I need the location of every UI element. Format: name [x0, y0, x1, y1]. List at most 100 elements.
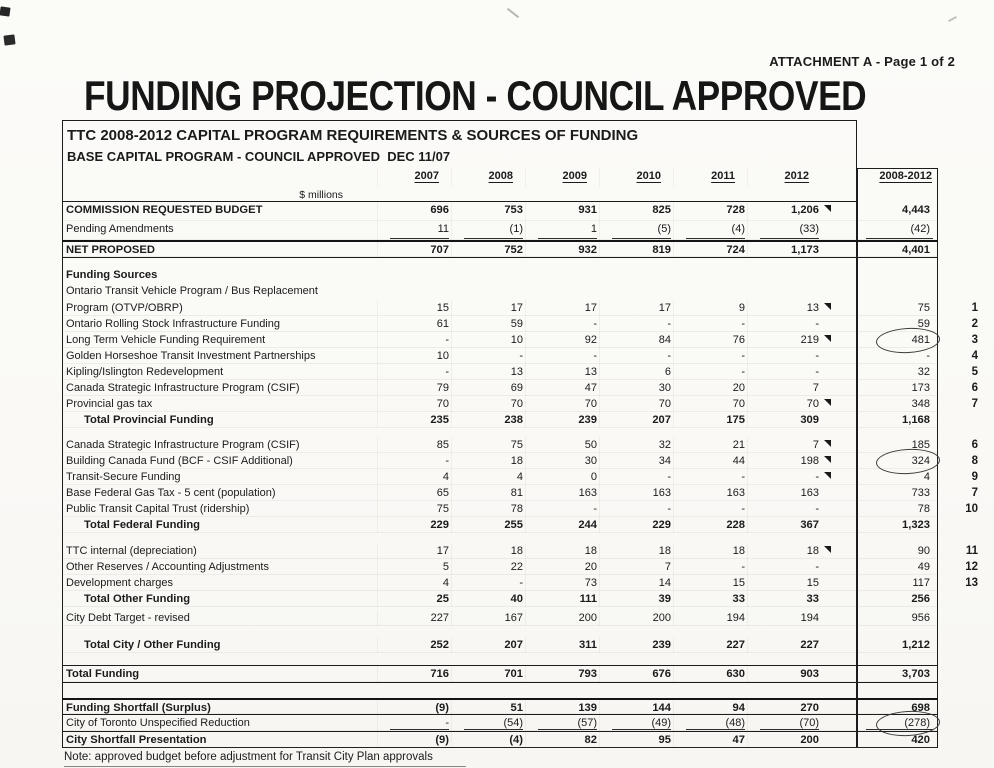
cell-total: 90: [917, 545, 930, 557]
table-row: Building Canada Fund (BCF - CSIF Additio…: [62, 447, 978, 476]
cell-2010: 819: [599, 242, 673, 257]
table-outer-border: [62, 120, 857, 748]
row-label: NET PROPOSED: [66, 244, 155, 256]
row-label: Development charges: [66, 577, 174, 589]
footnote-ref: 9: [971, 471, 978, 483]
row-label: Public Transit Capital Trust (ridership): [66, 503, 250, 515]
table-row: Ontario Transit Vehicle Program / Bus Re…: [62, 283, 938, 300]
cell-2012: (70): [747, 715, 821, 731]
cell-2012: 1,173: [747, 242, 821, 257]
row-label: Other Reserves / Accounting Adjustments: [66, 561, 269, 573]
cell-2010: 14: [599, 575, 673, 591]
row-label: Total City / Other Funding: [84, 639, 221, 651]
cell-2007: 229: [377, 517, 451, 533]
footnote-ref: 6: [971, 382, 978, 394]
cell-2008: 255: [451, 517, 525, 533]
table-row: City Shortfall Presentation (9) (4) 82 95 47 2…: [62, 731, 938, 748]
cell-2008: 70: [451, 396, 525, 412]
cell-2010: 7: [599, 559, 673, 575]
table-row: Kipling/Islington Redevelopment -13 13 6- -3…: [62, 364, 978, 380]
cell-2007: 227: [377, 610, 451, 626]
cell-2007: 65: [377, 485, 451, 501]
row-label: Canada Strategic Infrastructure Program …: [66, 382, 300, 394]
cell-2007: 70: [377, 396, 451, 412]
scan-artifact: [506, 7, 520, 19]
cell-2011: -: [673, 501, 747, 517]
cell-2009: 70: [525, 396, 599, 412]
units-label: $ millions: [299, 189, 343, 201]
table-row: NET PROPOSED 707 752 932 819 724 1,173 4,401: [62, 240, 938, 258]
column-gap: [821, 202, 857, 221]
cell-2011: -: [673, 316, 747, 332]
column-gap: [821, 348, 857, 364]
spacer-row: [62, 626, 938, 637]
cell-total: 117: [912, 577, 930, 589]
row-label: Canada Strategic Infrastructure Program …: [66, 439, 300, 451]
column-gap: [821, 364, 857, 380]
cell-2008: -: [451, 348, 525, 364]
table-row: Public Transit Capital Trust (ridership)…: [62, 501, 978, 517]
cell-2008: 701: [451, 666, 525, 682]
cell-2009: 17: [525, 300, 599, 316]
cell-2010: 70: [599, 396, 673, 412]
cell-2012: -: [747, 559, 821, 575]
cell-2007: 61: [377, 316, 451, 332]
row-label: Program (OTVP/OBRP): [66, 302, 183, 314]
cell-2008: 69: [451, 380, 525, 396]
cell-total: (278): [857, 709, 941, 738]
footnote-ref: 6: [971, 439, 978, 451]
cell-2010: (49): [599, 715, 673, 731]
table-row: Pending Amendments 11 (1) 1 (5) (4) (33) (42): [62, 221, 938, 240]
table-row: Total Federal Funding 229 255 244 229 228 367 1…: [62, 517, 938, 533]
row-label: Funding Sources: [66, 269, 158, 281]
cell-2007: 17: [377, 543, 451, 559]
cell-2007: 85: [377, 437, 451, 453]
table-row: Other Reserves / Accounting Adjustments 5…: [62, 559, 978, 575]
cell-2008: 17: [451, 300, 525, 316]
cell-2011: 724: [673, 242, 747, 257]
cell-2011: 70: [673, 396, 747, 412]
cell-2010: 676: [599, 666, 673, 682]
row-label: Pending Amendments: [66, 223, 174, 235]
column-gap: [821, 543, 857, 559]
cell-2008: (1): [451, 221, 525, 240]
comment-flag-icon: [824, 456, 831, 463]
table-row: Transit-Secure Funding 4 4 0- - -4 9: [62, 469, 978, 485]
year-header-2012: 2012: [747, 168, 821, 187]
cell-2012: 198: [747, 453, 821, 469]
cell-2010: 39: [599, 591, 673, 607]
column-gap: [821, 732, 857, 748]
cell-2008: (54): [451, 715, 525, 731]
cell-2007: 4: [377, 575, 451, 591]
cell-total: 3,703: [902, 668, 930, 680]
cell-2012: 7: [747, 437, 821, 453]
cell-2007: 75: [377, 501, 451, 517]
footnote-ref: 7: [971, 487, 978, 499]
cell-2012: 33: [747, 591, 821, 607]
cell-2010: -: [599, 469, 673, 485]
cell-2011: 20: [673, 380, 747, 396]
column-gap: [821, 485, 857, 501]
cell-2009: 30: [525, 453, 599, 469]
cell-2011: -: [673, 364, 747, 380]
cell-2009: 47: [525, 380, 599, 396]
cell-2011: 163: [673, 485, 747, 501]
column-gap: [821, 591, 857, 607]
page-title: FUNDING PROJECTION - COUNCIL APPROVED: [84, 72, 867, 119]
cell-2010: (5): [599, 221, 673, 240]
cell-2010: -: [599, 348, 673, 364]
column-gap: [821, 666, 857, 682]
table-row: Total Other Funding 25 40 111 39 33 33 256: [62, 591, 938, 607]
cell-2007: (9): [377, 700, 451, 714]
column-gap: [821, 396, 857, 412]
cell-total: 733: [911, 487, 930, 499]
row-label: COMMISSION REQUESTED BUDGET: [66, 204, 263, 216]
footnote-ref: 13: [965, 577, 978, 589]
cell-2008: 59: [451, 316, 525, 332]
footnote-ref: 12: [965, 561, 978, 573]
total-column-border: [857, 168, 938, 748]
cell-2011: 9: [673, 300, 747, 316]
cell-2009: 18: [525, 543, 599, 559]
column-gap: [821, 453, 857, 469]
cell-2008: 4: [451, 469, 525, 485]
